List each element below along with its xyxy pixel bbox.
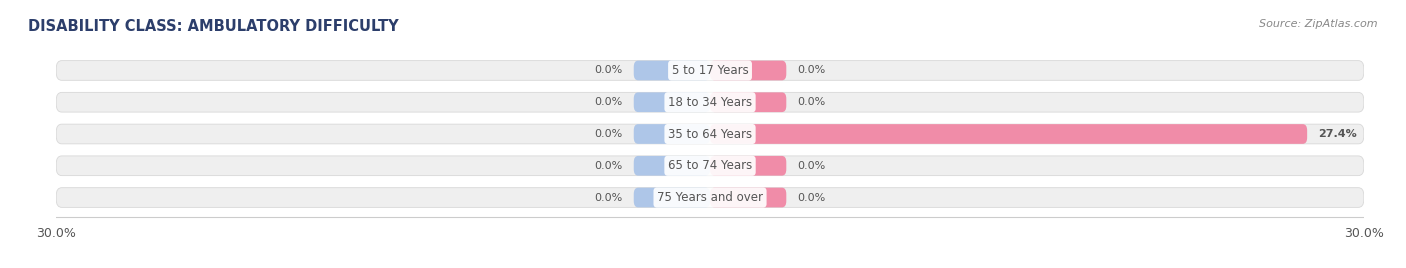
FancyBboxPatch shape xyxy=(634,156,710,176)
FancyBboxPatch shape xyxy=(710,61,786,80)
FancyBboxPatch shape xyxy=(634,188,710,207)
FancyBboxPatch shape xyxy=(710,124,1308,144)
FancyBboxPatch shape xyxy=(56,156,1364,176)
FancyBboxPatch shape xyxy=(56,92,1364,112)
Text: 65 to 74 Years: 65 to 74 Years xyxy=(668,159,752,172)
Text: 0.0%: 0.0% xyxy=(797,161,825,171)
FancyBboxPatch shape xyxy=(56,61,1364,80)
Text: 0.0%: 0.0% xyxy=(797,65,825,76)
FancyBboxPatch shape xyxy=(710,92,786,112)
Text: 27.4%: 27.4% xyxy=(1317,129,1357,139)
Text: 0.0%: 0.0% xyxy=(797,97,825,107)
Text: 0.0%: 0.0% xyxy=(595,65,623,76)
Text: Source: ZipAtlas.com: Source: ZipAtlas.com xyxy=(1260,19,1378,29)
Text: DISABILITY CLASS: AMBULATORY DIFFICULTY: DISABILITY CLASS: AMBULATORY DIFFICULTY xyxy=(28,19,399,34)
FancyBboxPatch shape xyxy=(56,188,1364,207)
Text: 0.0%: 0.0% xyxy=(797,192,825,203)
FancyBboxPatch shape xyxy=(634,61,710,80)
FancyBboxPatch shape xyxy=(634,124,710,144)
FancyBboxPatch shape xyxy=(56,124,1364,144)
Text: 0.0%: 0.0% xyxy=(595,161,623,171)
FancyBboxPatch shape xyxy=(634,92,710,112)
Text: 35 to 64 Years: 35 to 64 Years xyxy=(668,128,752,140)
Text: 0.0%: 0.0% xyxy=(595,192,623,203)
FancyBboxPatch shape xyxy=(710,188,786,207)
Text: 0.0%: 0.0% xyxy=(595,97,623,107)
Text: 18 to 34 Years: 18 to 34 Years xyxy=(668,96,752,109)
Text: 75 Years and over: 75 Years and over xyxy=(657,191,763,204)
Text: 5 to 17 Years: 5 to 17 Years xyxy=(672,64,748,77)
FancyBboxPatch shape xyxy=(710,156,786,176)
Text: 0.0%: 0.0% xyxy=(595,129,623,139)
